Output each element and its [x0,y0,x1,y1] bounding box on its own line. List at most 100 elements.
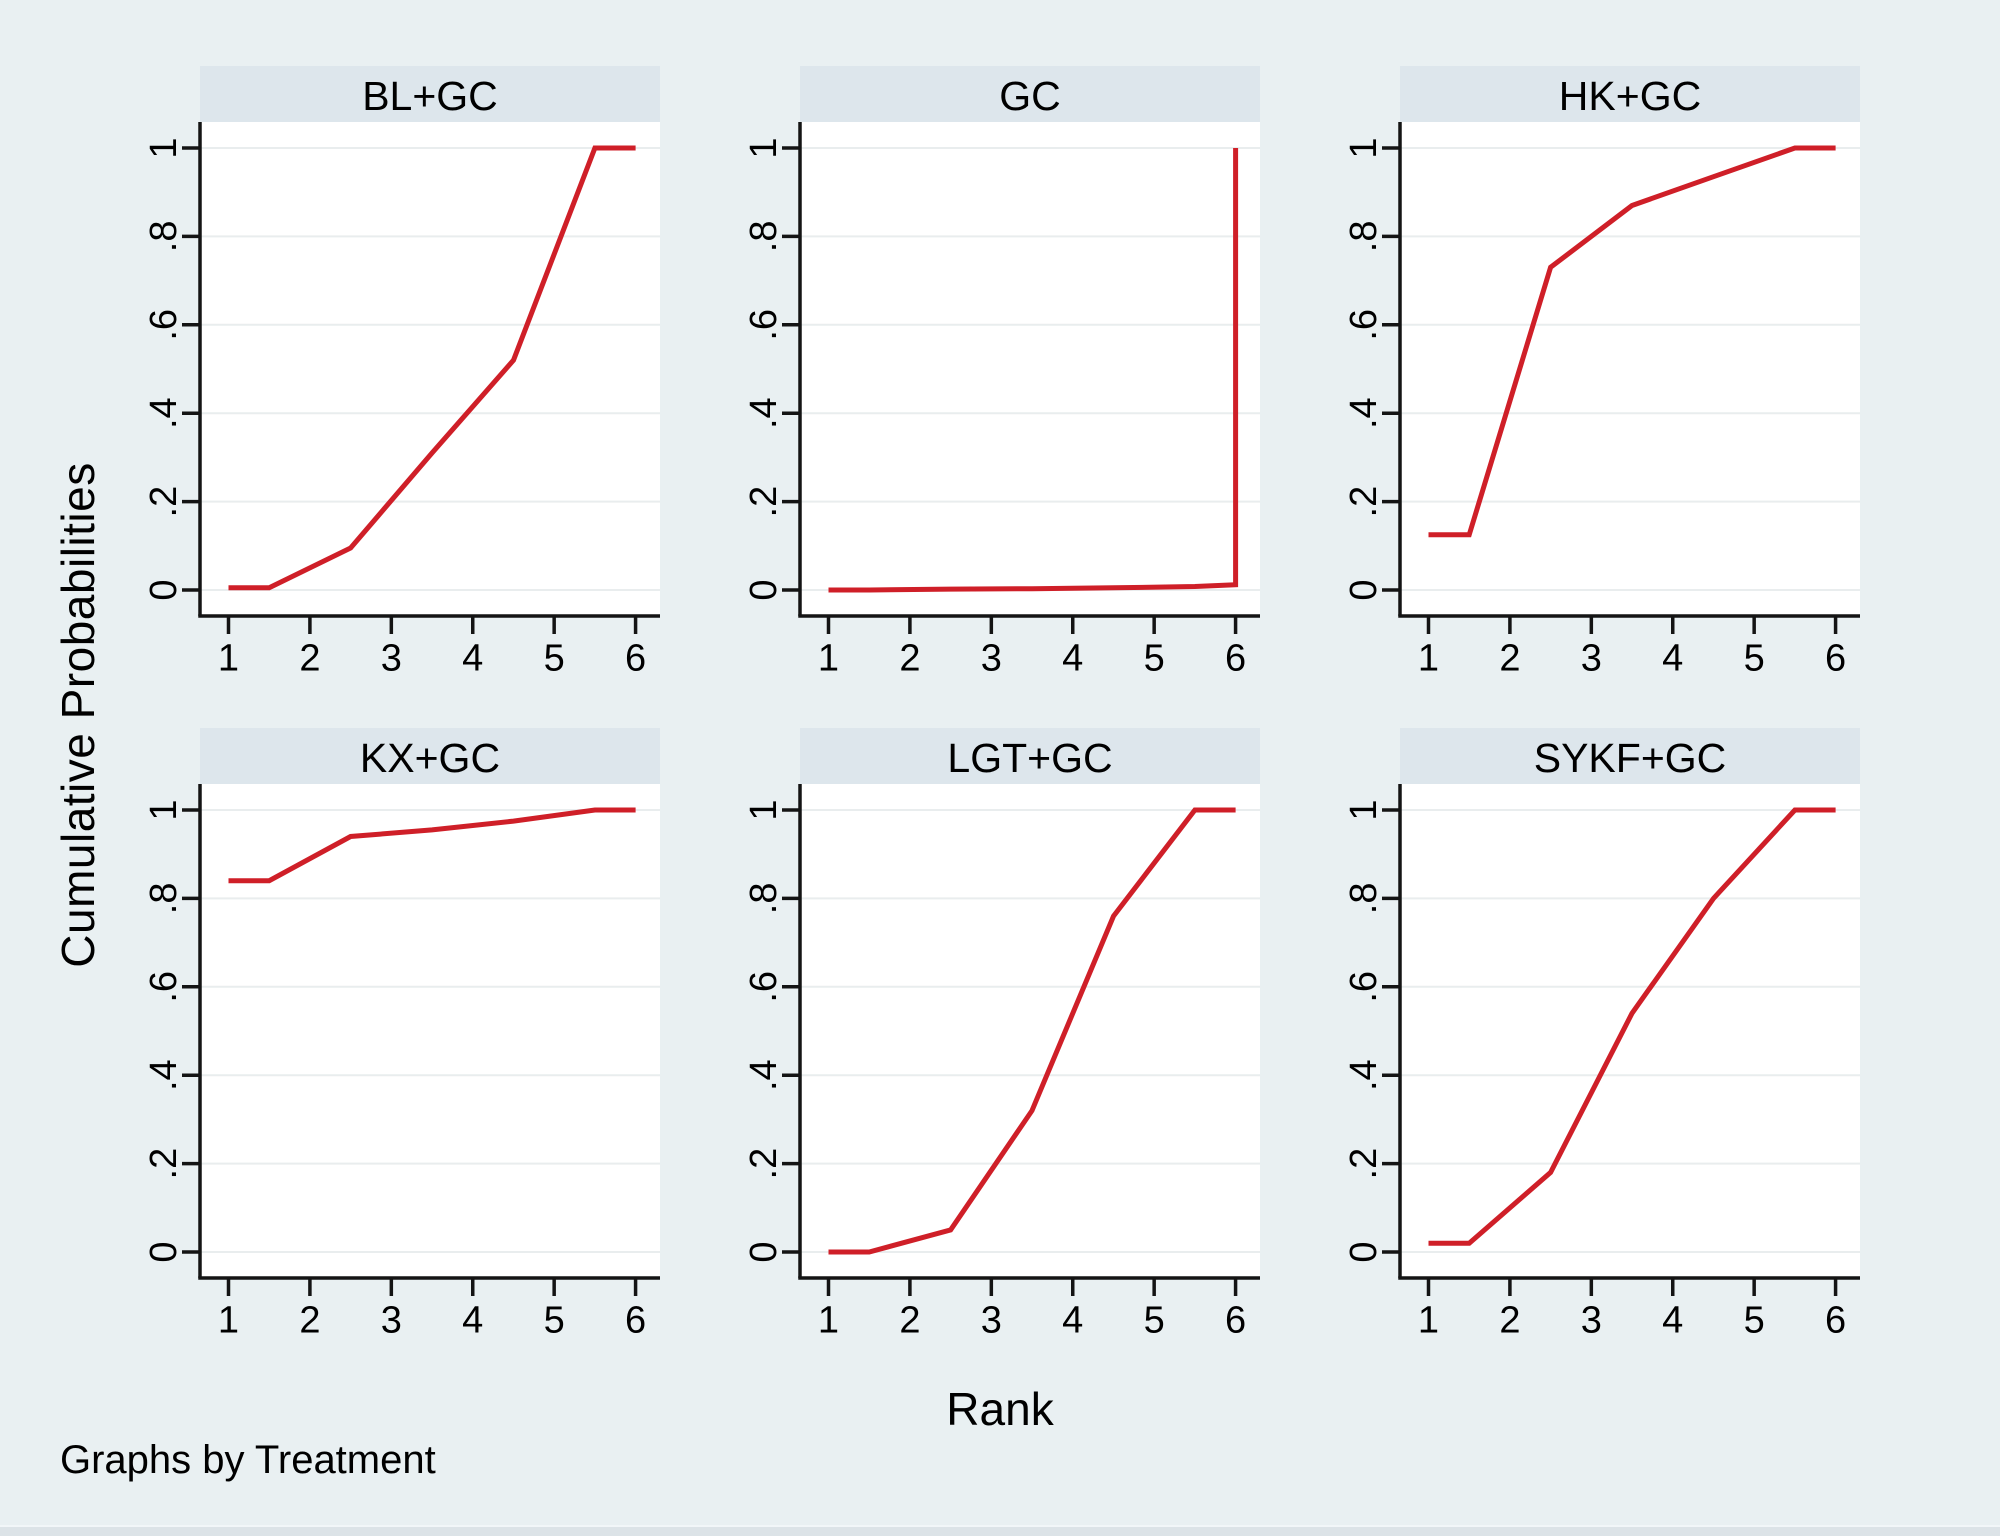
y-tick-label: 1 [743,137,785,158]
series-line [228,145,636,591]
y-tick-label: 0 [1343,1241,1385,1262]
plot-area [1400,784,1860,1278]
facet-strip [800,728,1260,784]
x-axis-title: Rank [946,1383,1054,1435]
window-bottom-edge [0,1525,2000,1536]
x-tick-label: 6 [625,1299,646,1341]
y-tick-label: 0 [143,1241,185,1262]
facet-strip [200,66,660,122]
y-tick-label: .2 [1343,1148,1385,1180]
facet-panel-SYKF+GC: SYKF+GC 0 .2 .4 .6 .8 1 1 2 3 4 5 6 [1343,728,1860,1341]
y-tick-label: .2 [143,1148,185,1180]
y-tick-label: .8 [143,883,185,915]
y-tick-label: .6 [1343,309,1385,341]
y-tick-label: .6 [143,971,185,1003]
y-tick-label: .6 [143,309,185,341]
y-tick-label: 0 [743,1241,785,1262]
facet-strip [1400,728,1860,784]
y-tick-label: 0 [143,579,185,600]
series-line [228,807,636,884]
y-tick-label: .2 [143,486,185,518]
y-tick-label: .4 [143,1059,185,1091]
y-tick-label: .2 [1343,486,1385,518]
facet-title: BL+GC [362,73,498,119]
x-tick-label: 6 [1825,1299,1846,1341]
x-tick-label: 4 [1662,637,1683,679]
facet-panel-LGT+GC: LGT+GC 0 .2 .4 .6 .8 1 1 2 3 4 5 6 [743,728,1260,1341]
x-tick-label: 2 [299,637,320,679]
y-tick-label: .4 [743,1059,785,1091]
series-line [828,148,1239,593]
x-tick-label: 1 [218,1299,239,1341]
y-tick-label: 1 [1343,137,1385,158]
facet-strip [200,728,660,784]
plot-area [200,122,660,616]
x-tick-label: 2 [899,637,920,679]
x-tick-label: 3 [381,1299,402,1341]
facet-panel-KX+GC: KX+GC 0 .2 .4 .6 .8 1 1 2 3 4 5 6 [143,728,660,1341]
x-tick-label: 6 [1225,637,1246,679]
x-tick-label: 3 [1581,1299,1602,1341]
x-tick-label: 4 [462,637,483,679]
x-tick-label: 5 [1144,1299,1165,1341]
y-tick-label: .6 [743,309,785,341]
facet-panel-BL+GC: BL+GC 0 .2 .4 .6 .8 1 1 2 3 4 5 6 [143,66,660,679]
x-tick-label: 5 [1744,1299,1765,1341]
x-tick-label: 5 [1744,637,1765,679]
x-tick-label: 6 [1825,637,1846,679]
y-tick-label: .4 [1343,1059,1385,1091]
x-tick-label: 2 [1499,637,1520,679]
x-tick-label: 5 [544,637,565,679]
x-tick-label: 2 [899,1299,920,1341]
y-tick-label: 0 [743,579,785,600]
series-line [1428,145,1836,538]
x-tick-label: 3 [381,637,402,679]
y-tick-label: .8 [1343,221,1385,253]
facet-title: HK+GC [1559,73,1701,119]
series-line [1428,807,1836,1246]
x-tick-label: 1 [818,1299,839,1341]
facet-title: KX+GC [360,735,500,781]
facet-strip [1400,66,1860,122]
y-tick-label: 1 [743,799,785,820]
y-tick-label: .4 [743,397,785,429]
y-tick-label: .8 [1343,883,1385,915]
x-tick-label: 5 [1144,637,1165,679]
x-tick-label: 6 [1225,1299,1246,1341]
facet-panel-HK+GC: HK+GC 0 .2 .4 .6 .8 1 1 2 3 4 5 6 [1343,66,1860,679]
plot-area [200,784,660,1278]
x-tick-label: 4 [1062,1299,1083,1341]
x-tick-label: 1 [818,637,839,679]
y-tick-label: 1 [143,137,185,158]
plot-area [1400,122,1860,616]
facet-title: GC [999,73,1061,119]
x-tick-label: 2 [299,1299,320,1341]
y-tick-label: .6 [743,971,785,1003]
x-tick-label: 6 [625,637,646,679]
facet-grid: BL+GC 0.2.4.6.8 1 1 2 3 4 5 6 GC 0.2.4.6.8 1 1 2 3 4 5 6 H… [140,66,1860,1368]
y-tick-label: 0 [1343,579,1385,600]
y-tick-label: .2 [743,486,785,518]
y-tick-label: .8 [743,883,785,915]
x-tick-label: 1 [1418,637,1439,679]
x-tick-label: 1 [218,637,239,679]
x-tick-label: 2 [1499,1299,1520,1341]
figure-note: Graphs by Treatment [60,1438,436,1482]
y-tick-label: .8 [743,221,785,253]
y-tick-label: .2 [743,1148,785,1180]
x-tick-label: 4 [1062,637,1083,679]
y-tick-label: 1 [143,799,185,820]
x-tick-label: 3 [1581,637,1602,679]
y-tick-label: .8 [143,221,185,253]
y-axis-title: Cumulative Probabilities [52,462,104,968]
x-tick-label: 4 [1662,1299,1683,1341]
x-tick-label: 3 [981,637,1002,679]
facet-title: LGT+GC [947,735,1112,781]
plot-area [800,784,1260,1278]
y-tick-label: .6 [1343,971,1385,1003]
y-tick-label: .4 [1343,397,1385,429]
facet-strip [800,66,1260,122]
x-tick-label: 5 [544,1299,565,1341]
plot-area [800,122,1260,616]
